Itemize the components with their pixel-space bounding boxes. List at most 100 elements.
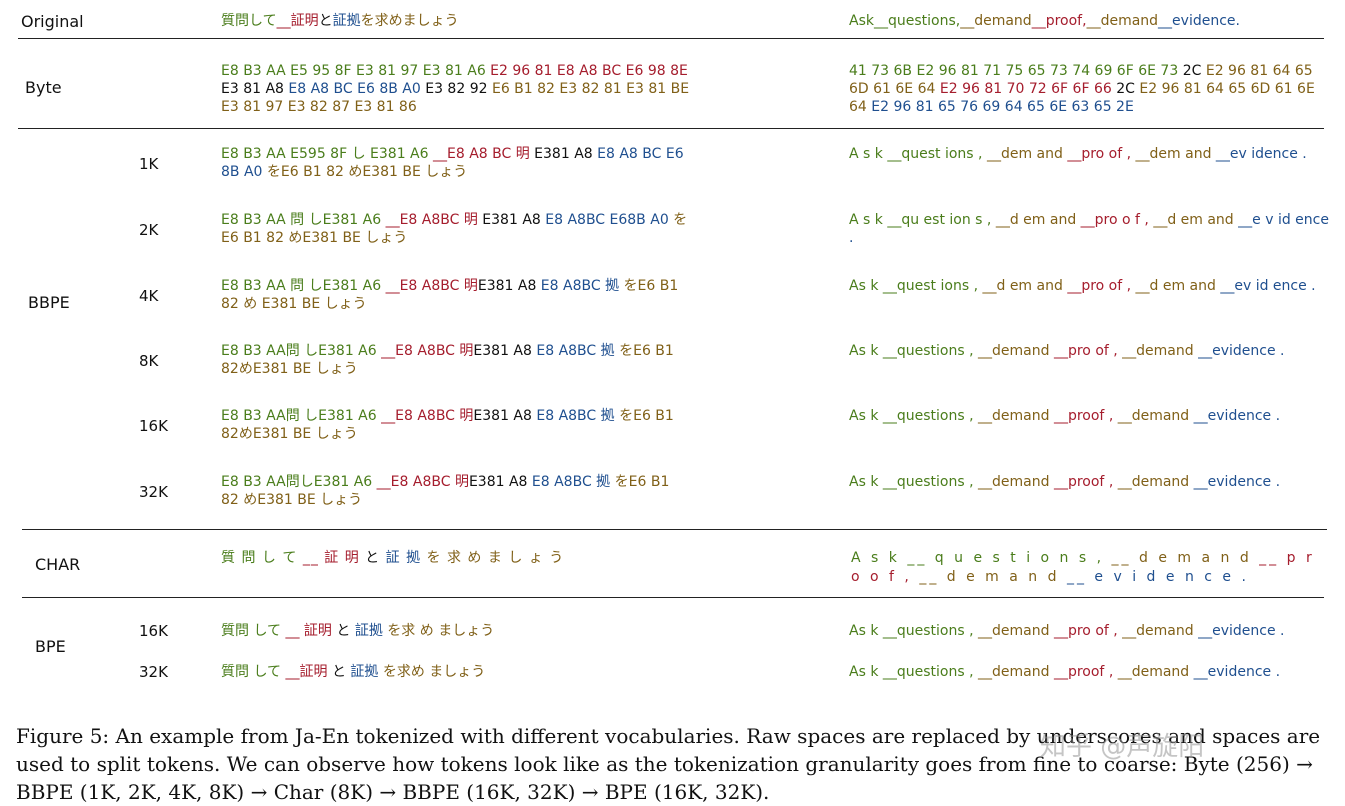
bbpe-en: A s k __qu est ion s , __d em and __pro …: [849, 211, 1329, 247]
bbpe-ja: E8 B3 AA E595 8F し E381 A6 __E8 A8 BC 明 …: [221, 145, 691, 181]
figure-caption: Figure 5: An example from Ja-En tokenize…: [16, 724, 1321, 804]
bbpe-ja: E8 B3 AA 問 しE381 A6 __E8 A8BC 明 E381 A8 …: [221, 211, 691, 247]
token: を 求 め ま し ょ う: [426, 550, 565, 566]
token: __evidence.: [1158, 13, 1240, 29]
token: __evidence .: [1198, 343, 1285, 359]
token: を求 め ましょう: [387, 623, 495, 639]
token: __ p r o o f ,: [851, 550, 1315, 585]
token: __questions ,: [882, 408, 979, 424]
bbpe-en: A s k __quest ions , __dem and __pro of …: [849, 145, 1329, 163]
token: 証拠: [350, 664, 383, 680]
token: E381 A8: [477, 278, 541, 294]
bbpe-en: As k __quest ions , __d em and __pro of …: [849, 277, 1329, 295]
bbpe-vocab-size: 4K: [139, 287, 159, 305]
token: __pro of ,: [1053, 343, 1123, 359]
bbpe-en: As k __questions , __demand __proof , __…: [849, 473, 1329, 491]
token: __quest ions ,: [887, 146, 987, 162]
token: __evidence .: [1193, 408, 1281, 424]
token: __proof,: [1031, 13, 1087, 29]
token: をE6 B1 82 めE381 BE しょう: [266, 164, 468, 180]
char-ja: 質 問 し て __ 証 明 と 証 拠 を 求 め ま し ょ う: [221, 549, 821, 567]
token: A s k: [851, 550, 908, 566]
token: __demand: [978, 343, 1054, 359]
token: __demand: [1086, 13, 1159, 29]
row-label-char: CHAR: [35, 555, 81, 574]
token: __evidence .: [1193, 664, 1281, 680]
token: __questions ,: [882, 474, 979, 490]
token: E381 A8: [468, 474, 532, 490]
token: __E8 A8BC 明: [376, 474, 469, 490]
bbpe-ja: E8 B3 AA 問 しE381 A6 __E8 A8BC 明E381 A8 E…: [221, 277, 691, 313]
token: __demand: [1117, 664, 1194, 680]
token: __e v id ence .: [849, 212, 1329, 246]
token: As k: [849, 278, 883, 294]
token: E2 96 81 64 65 6D 61 6E 64: [849, 63, 1313, 97]
token: をE6 B1 82 めE381 BE しょう: [221, 474, 670, 508]
token: と: [336, 623, 355, 639]
token: __d em and: [1135, 278, 1221, 294]
token: __E8 A8BC 明: [385, 212, 483, 228]
token: と: [365, 550, 386, 566]
token: 証拠: [332, 13, 361, 29]
token: E2 96 81 E8 A8 BC E6 98 8E: [490, 63, 688, 79]
token: E2 96 81 65 76 69 64 65 6E 63 65 2E: [871, 99, 1134, 115]
token: を E6 B1 82 めE381 BE しょう: [221, 212, 688, 246]
token: __demand: [1122, 623, 1199, 639]
token: __demand: [978, 408, 1054, 424]
token: __dem and: [1135, 146, 1216, 162]
token: __proof ,: [1053, 474, 1118, 490]
bbpe-ja: E8 B3 AA問 しE381 A6 __E8 A8BC 明E381 A8 E8…: [221, 407, 691, 443]
bbpe-en: As k __questions , __demand __proof , __…: [849, 407, 1329, 425]
token: __d em and: [995, 212, 1081, 228]
token: As k: [849, 343, 883, 359]
token: E8 A8BC E68B A0: [545, 212, 674, 228]
row-label-bbpe: BBPE: [28, 293, 70, 312]
token: As k: [849, 408, 883, 424]
rule-bbpe: [22, 529, 1327, 530]
token: E8 B3 AA問しE381 A6: [221, 474, 377, 490]
token: __qu est ion s ,: [887, 212, 996, 228]
token: E381 A8: [473, 343, 537, 359]
byte-ja: E8 B3 AA E5 95 8F E3 81 97 E3 81 A6 E2 9…: [221, 62, 691, 116]
token: E8 B3 AA 問 しE381 A6: [221, 278, 386, 294]
token: __ q u e s t i o n s ,: [907, 550, 1112, 566]
char-en: A s k __ q u e s t i o n s , __ d e m a …: [851, 549, 1321, 587]
row-label-original: Original: [21, 12, 84, 31]
token: 2C: [1116, 81, 1140, 97]
token: __evidence .: [1198, 623, 1285, 639]
bbpe-ja: E8 B3 AA問 しE381 A6 __E8 A8BC 明E381 A8 E8…: [221, 342, 691, 378]
bbpe-vocab-size: 16K: [139, 417, 168, 435]
token: __ d e m a n d: [1111, 550, 1260, 566]
token: E2 96 81 64 65 6D 61 6E 64: [849, 81, 1315, 115]
token: を求め ましょう: [382, 664, 486, 680]
original-en: Ask__questions,__demand__proof,__demand_…: [849, 12, 1329, 30]
token: __pro of ,: [1053, 623, 1123, 639]
token: __questions,: [873, 13, 961, 29]
bpe-vocab-size: 16K: [139, 622, 168, 640]
token: __questions ,: [882, 664, 979, 680]
bbpe-vocab-size: 2K: [139, 221, 159, 239]
token: __pro of ,: [1067, 278, 1136, 294]
token: E8 B3 AA E595 8F し E381 A6: [221, 146, 433, 162]
token: __ e v i d e n c e .: [1066, 569, 1249, 585]
bpe-en: As k __questions , __demand __pro of , _…: [849, 622, 1329, 640]
token: __pro o f ,: [1080, 212, 1154, 228]
bpe-ja: 質問 して __証明 と 証拠 を求め ましょう: [221, 663, 691, 681]
token: __questions ,: [882, 343, 979, 359]
token: E8 A8 BC E6 8B A0: [288, 81, 421, 97]
token: を求めましょう: [360, 13, 459, 29]
token: 質 問 し て: [221, 550, 303, 566]
token: E8 B3 AA問 しE381 A6: [221, 343, 382, 359]
bbpe-en: As k __questions , __demand __pro of , _…: [849, 342, 1329, 360]
row-label-bpe: BPE: [35, 637, 66, 656]
token: E3 82 92: [420, 81, 492, 97]
token: __demand: [978, 664, 1054, 680]
token: __evidence .: [1193, 474, 1281, 490]
token: E8 B3 AA 問 しE381 A6: [221, 212, 386, 228]
token: をE6 B1 82めE381 BE しょう: [221, 408, 674, 442]
token: As k: [849, 474, 883, 490]
token: As k: [849, 623, 883, 639]
token: E381 A8: [473, 408, 537, 424]
token: A s k: [849, 212, 888, 228]
token: E381 A8: [482, 212, 546, 228]
